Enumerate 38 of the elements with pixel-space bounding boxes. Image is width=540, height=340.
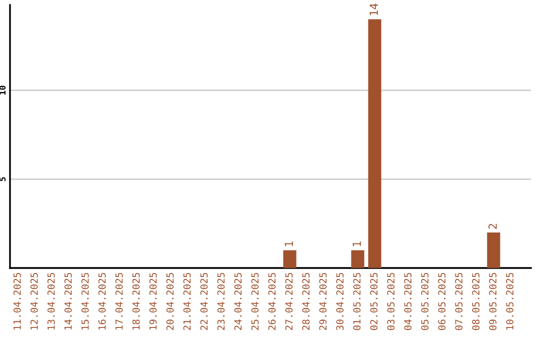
x-tick-label: 14.04.2025 bbox=[64, 272, 72, 330]
x-tick-label: 06.05.2025 bbox=[438, 272, 446, 330]
x-tick-label: 08.05.2025 bbox=[472, 272, 480, 330]
x-tick-label: 03.05.2025 bbox=[387, 272, 395, 330]
x-tick-label: 16.04.2025 bbox=[98, 272, 106, 330]
x-tick-label: 30.04.2025 bbox=[336, 272, 344, 330]
x-tick-label: 26.04.2025 bbox=[268, 272, 276, 330]
x-tick-label: 04.05.2025 bbox=[404, 272, 412, 330]
data-label: 14 bbox=[370, 4, 378, 16]
x-tick-label: 24.04.2025 bbox=[234, 272, 242, 330]
bar bbox=[351, 250, 364, 268]
x-tick-label: 27.04.2025 bbox=[285, 272, 293, 330]
data-label: 1 bbox=[352, 242, 361, 246]
x-tick-label: 01.05.2025 bbox=[353, 272, 361, 330]
x-tick-label: 18.04.2025 bbox=[132, 272, 140, 330]
x-tick-label: 09.05.2025 bbox=[489, 272, 496, 330]
x-tick-label: 20.04.2025 bbox=[166, 272, 174, 330]
x-tick-label: 25.04.2025 bbox=[251, 272, 259, 330]
x-tick-label: 02.05.2025 bbox=[370, 272, 378, 330]
x-tick-label: 19.04.2025 bbox=[149, 272, 157, 330]
data-label: 1 bbox=[284, 242, 293, 246]
x-tick-label: 07.05.2025 bbox=[455, 272, 462, 330]
x-tick-label: 15.04.2025 bbox=[81, 272, 89, 330]
data-label: 2 bbox=[488, 224, 497, 229]
bar bbox=[487, 232, 500, 268]
x-tick-label: 28.04.2025 bbox=[302, 272, 310, 330]
x-tick-label: 23.04.2025 bbox=[217, 272, 225, 330]
x-tick-label: 21.04.2025 bbox=[183, 272, 191, 330]
x-tick-label: 11.04.2025 bbox=[13, 272, 21, 330]
bar bbox=[368, 19, 382, 268]
x-tick-label: 12.04.2025 bbox=[30, 272, 38, 330]
x-tick-label: 29.04.2025 bbox=[319, 272, 327, 330]
x-tick-label: 10.05.2025 bbox=[506, 272, 514, 330]
x-tick-label: 17.04.2025 bbox=[115, 272, 123, 330]
x-tick-label: 22.04.2025 bbox=[200, 272, 208, 330]
x-tick-label: 13.04.2025 bbox=[47, 272, 55, 330]
x-tick-label: 05.05.2025 bbox=[421, 272, 429, 330]
bar bbox=[283, 250, 296, 268]
